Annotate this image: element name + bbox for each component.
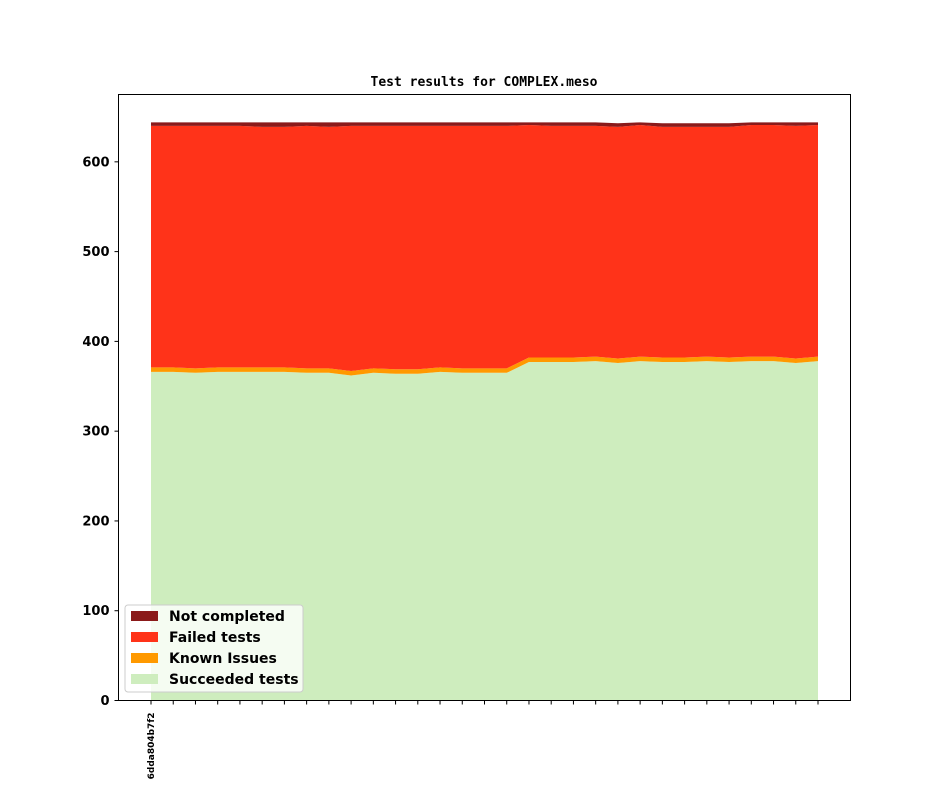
legend-label-known-issues: Known Issues <box>169 651 277 667</box>
y-tick-label: 100 <box>82 604 109 619</box>
legend-label-succeeded-tests: Succeeded tests <box>169 672 299 688</box>
stacked-areas <box>151 122 818 701</box>
legend-swatch-not-completed <box>131 611 158 621</box>
area-failed-tests <box>151 125 818 372</box>
y-tick-label: 500 <box>82 245 109 260</box>
y-tick-label: 400 <box>82 335 109 350</box>
y-tick-label: 200 <box>82 514 109 529</box>
chart-title: Test results for COMPLEX.meso <box>371 75 598 90</box>
legend-swatch-failed-tests <box>131 632 158 642</box>
x-tick-label: 6dda804b7f2 <box>147 713 157 780</box>
y-tick-label: 300 <box>82 425 109 440</box>
y-tick-label: 600 <box>82 155 109 170</box>
legend-label-not-completed: Not completed <box>169 609 285 625</box>
area-known-issues <box>151 356 818 376</box>
legend-swatch-succeeded-tests <box>131 674 158 684</box>
x-axis: 6dda804b7f2 <box>147 700 819 780</box>
legend-box <box>124 604 304 693</box>
y-tick-label: 0 <box>100 694 109 709</box>
y-axis: 0 100 200 300 400 500 600 <box>82 155 119 709</box>
area-succeeded-tests <box>151 361 818 701</box>
legend: Not completed Failed tests Known Issues Suc… <box>124 604 304 693</box>
area-not-completed <box>151 122 818 127</box>
legend-label-failed-tests: Failed tests <box>169 630 261 646</box>
legend-swatch-known-issues <box>131 653 158 663</box>
